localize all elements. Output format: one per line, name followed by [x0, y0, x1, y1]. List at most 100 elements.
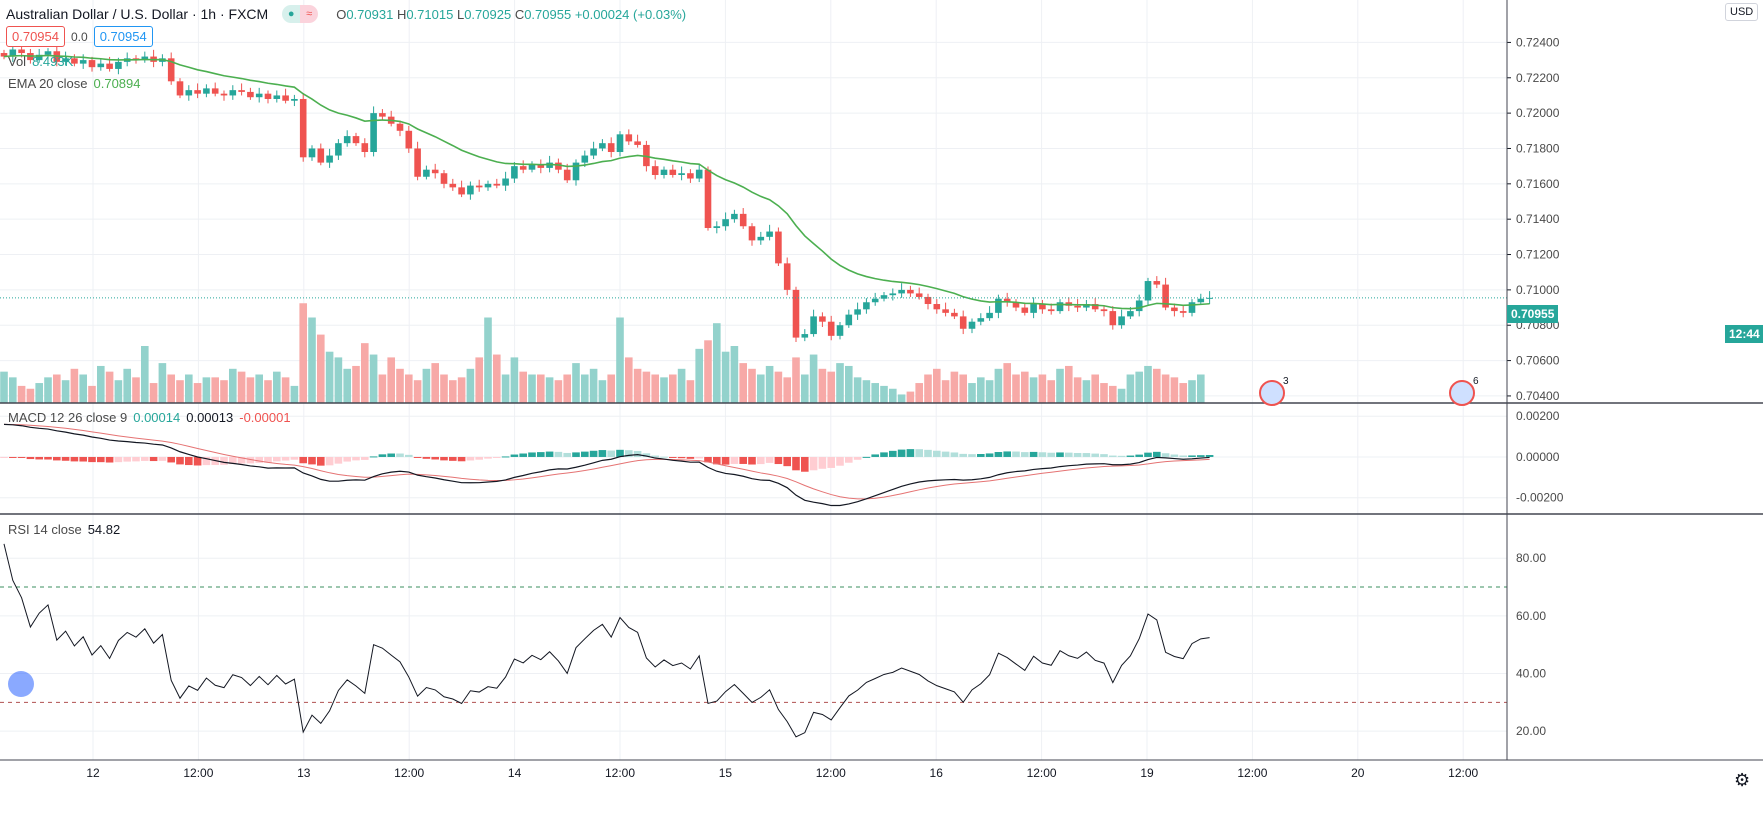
candle-body — [405, 130, 413, 149]
sell-button[interactable]: 0.70954 — [6, 26, 65, 47]
macd-label: MACD 12 26 close 9 — [8, 410, 128, 425]
event-count: 6 — [1473, 376, 1479, 387]
volume-bar — [449, 380, 457, 403]
macd-histogram-bar — [695, 456, 703, 459]
macd-histogram-bar — [202, 456, 211, 466]
macd-histogram-bar — [475, 456, 483, 460]
candle-body — [731, 213, 738, 220]
macd-histogram-bar — [70, 456, 79, 462]
volume-bar — [1179, 383, 1187, 403]
macd-pane — [0, 423, 1214, 507]
close-value: 0.70955 — [524, 6, 572, 22]
rsi-legend[interactable]: RSI 14 close 54.82 — [8, 522, 120, 537]
macd-histogram-bar — [941, 451, 950, 457]
currency-button[interactable]: USD — [1725, 3, 1759, 21]
price-tick-label: 0.71800 — [1516, 141, 1560, 155]
volume-bar — [686, 380, 695, 403]
volume-bar — [193, 383, 202, 403]
candle-body — [167, 58, 175, 82]
time-tick-label: 12:00 — [1027, 766, 1057, 780]
volume-bar — [1170, 377, 1179, 403]
macd-histogram-bar — [651, 455, 659, 457]
rsi-label: RSI 14 close — [8, 522, 82, 537]
spread-value: 0.0 — [71, 29, 88, 44]
price-tick-label: 0.72200 — [1516, 71, 1560, 85]
volume-bar — [519, 371, 527, 403]
macd-histogram-bar — [132, 456, 140, 462]
volume-bar — [968, 383, 976, 403]
candle-body — [370, 113, 377, 153]
volume-bar — [17, 385, 26, 403]
candle-body — [1012, 302, 1020, 308]
volume-bars — [0, 303, 1205, 403]
macd-histogram-bar — [79, 456, 87, 462]
volume-bar — [871, 383, 879, 403]
price-tick-label: 0.71400 — [1516, 212, 1560, 226]
volume-bar — [361, 343, 369, 403]
macd-histogram-bar — [862, 456, 871, 458]
candle-body — [1109, 311, 1117, 326]
rsi-tick-label: 60.00 — [1516, 609, 1546, 623]
candle-body — [739, 213, 747, 227]
volume-bar — [396, 368, 404, 403]
volume-bar — [1117, 388, 1126, 403]
macd-histogram-bar — [255, 456, 263, 463]
candle-body — [986, 312, 993, 319]
time-tick-label: 12 — [86, 766, 100, 780]
macd-histogram-bar — [1021, 452, 1029, 457]
candle-body — [1162, 284, 1169, 308]
candle-body — [704, 169, 712, 229]
rsi-pane — [3, 543, 1210, 738]
buy-button[interactable]: 0.70954 — [93, 26, 153, 47]
candle-body — [414, 148, 421, 177]
volume-bar — [281, 377, 290, 403]
volume-bar — [132, 377, 140, 403]
macd-histogram-bar — [0, 456, 8, 458]
candle-body — [1197, 298, 1205, 303]
candle-body — [810, 316, 817, 335]
macd-histogram-bar — [765, 456, 774, 463]
market-status[interactable]: ● ≈ — [282, 5, 319, 23]
volume-bar — [1091, 374, 1099, 403]
candle-body — [97, 63, 105, 68]
us-flag-icon[interactable]: 3 — [1259, 376, 1289, 406]
price-tick-label: 0.70400 — [1516, 389, 1560, 403]
macd-histogram-bar — [1135, 454, 1143, 457]
candle-body — [343, 136, 351, 144]
volume-bar — [959, 374, 967, 403]
candle-body — [1003, 298, 1011, 303]
candle-body — [71, 58, 78, 64]
tradingview-logo-icon[interactable] — [8, 671, 34, 697]
macd-histogram-bar — [220, 456, 228, 465]
volume-bar — [765, 365, 774, 403]
candle-body — [995, 298, 1002, 313]
candle-body — [1171, 307, 1178, 312]
macd-legend[interactable]: MACD 12 26 close 9 0.00014 0.00013 -0.00… — [8, 410, 291, 425]
volume-bar — [915, 383, 923, 403]
candle-body — [335, 143, 342, 156]
candle-body — [616, 134, 624, 153]
volume-bar — [1038, 374, 1047, 403]
volume-legend[interactable]: Vol 8.493K — [8, 54, 73, 69]
ema-legend[interactable]: EMA 20 close 0.70894 — [8, 76, 141, 91]
us-flag-icon[interactable]: 6 — [1449, 376, 1479, 406]
macd-histogram-bar — [167, 456, 175, 463]
candle-body — [845, 314, 853, 326]
volume-bar — [484, 317, 492, 403]
macd-histogram-bar — [915, 449, 923, 457]
last-price-tag: 0.70955 — [1507, 305, 1559, 323]
volume-bar — [809, 354, 818, 403]
candle-body — [889, 293, 897, 296]
macd-histogram-bar — [1029, 451, 1038, 457]
macd-histogram-bar — [1109, 455, 1117, 457]
gear-icon[interactable]: ⚙ — [1734, 770, 1751, 790]
event-count: 3 — [1283, 376, 1289, 387]
volume-bar — [202, 377, 211, 403]
macd-histogram-bar — [53, 456, 61, 461]
candle-body — [519, 166, 527, 170]
candle-body — [643, 144, 650, 167]
macd-histogram-bar — [17, 456, 26, 458]
symbol-title[interactable]: Australian Dollar / U.S. Dollar · 1h · F… — [6, 6, 269, 22]
volume-bar — [237, 371, 246, 403]
